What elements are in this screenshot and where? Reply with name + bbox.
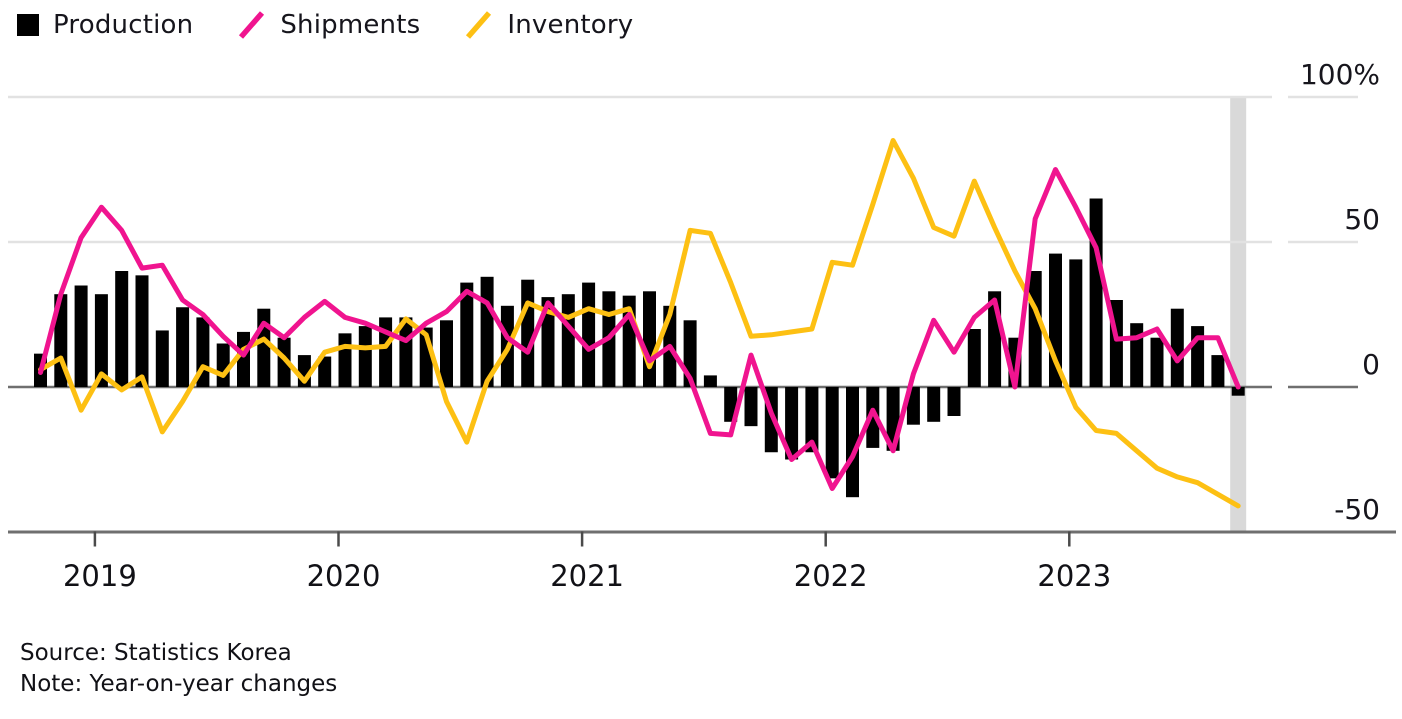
y-axis-label: 50 xyxy=(1344,203,1380,236)
production-bar xyxy=(1170,308,1184,387)
chart-legend: Production Shipments Inventory xyxy=(16,10,633,40)
production-bar xyxy=(846,387,859,498)
production-bar xyxy=(744,387,758,427)
production-bar xyxy=(115,271,129,387)
x-axis-year-label: 2021 xyxy=(550,559,624,593)
shipments-line xyxy=(38,167,1241,491)
production-bar xyxy=(440,320,453,387)
production-bar xyxy=(155,330,169,387)
production-bar xyxy=(1150,337,1164,387)
production-bar xyxy=(1069,259,1083,387)
production-bar xyxy=(358,326,372,387)
production-bar xyxy=(805,387,819,453)
y-axis-label: 100% xyxy=(1300,58,1380,91)
x-axis-year-label: 2023 xyxy=(1037,559,1111,593)
production-bar xyxy=(237,331,250,387)
x-axis-year-label: 2022 xyxy=(794,559,868,593)
production-bar xyxy=(927,387,941,422)
production-bar xyxy=(1211,355,1225,387)
production-bar xyxy=(460,282,474,387)
production-bar xyxy=(318,356,332,387)
production-bar xyxy=(521,279,535,387)
legend-label-shipments: Shipments xyxy=(280,10,421,40)
production-bar xyxy=(643,291,656,387)
production-bar xyxy=(94,294,108,387)
production-bar xyxy=(216,343,230,387)
x-axis-year-label: 2020 xyxy=(307,559,381,593)
production-bar xyxy=(338,333,352,387)
production-bar xyxy=(906,387,920,425)
legend-item-shipments: Shipments xyxy=(237,10,420,40)
note-text: Note: Year-on-year changes xyxy=(20,671,338,697)
legend-item-inventory: Inventory xyxy=(464,10,633,40)
production-bar xyxy=(74,285,88,387)
production-bar xyxy=(947,387,961,416)
production-bar xyxy=(135,275,149,387)
production-bar xyxy=(1028,271,1042,387)
y-axis-label: 0 xyxy=(1362,348,1380,381)
latest-month-highlight-band xyxy=(1230,96,1247,532)
legend-item-production: Production xyxy=(16,10,193,40)
production-bar xyxy=(785,387,799,460)
source-text: Source: Statistics Korea xyxy=(20,640,292,666)
y-axis-label: -50 xyxy=(1334,493,1380,526)
production-bar xyxy=(825,387,839,479)
production-bar xyxy=(561,294,575,387)
production-bar xyxy=(257,308,271,387)
production-bar xyxy=(703,375,717,387)
production-bar xyxy=(582,282,596,387)
production-bar xyxy=(1130,323,1144,387)
chart-footer: Source: Statistics Korea Note: Year-on-y… xyxy=(20,638,337,700)
production-bar xyxy=(277,337,291,387)
production-bar xyxy=(967,329,981,387)
production-bar xyxy=(176,307,190,387)
production-bar xyxy=(866,387,880,448)
inventory-slash-icon xyxy=(466,11,492,39)
shipments-slash-icon xyxy=(239,11,265,39)
production-bar xyxy=(1089,198,1103,387)
production-bar xyxy=(1231,387,1245,396)
legend-label-production: Production xyxy=(53,10,194,40)
legend-label-inventory: Inventory xyxy=(507,10,634,40)
production-square-icon xyxy=(17,14,39,36)
production-bar xyxy=(541,297,555,387)
x-axis-year-label: 2019 xyxy=(63,559,137,593)
